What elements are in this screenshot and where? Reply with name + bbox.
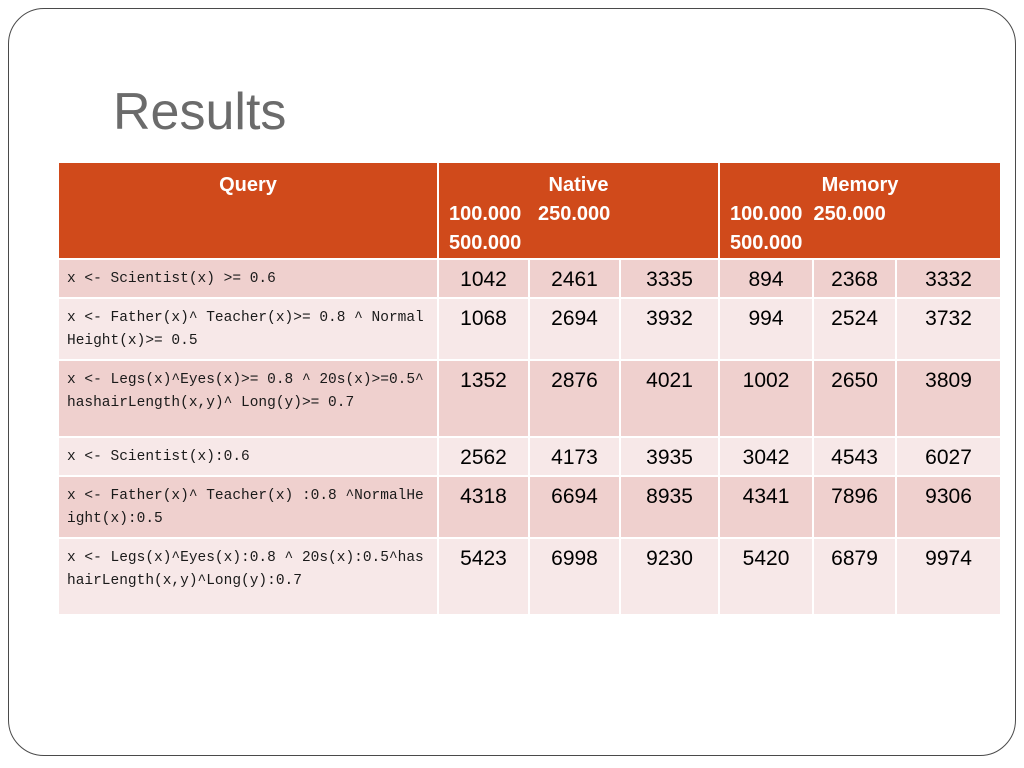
memory-500k-cell: 9974 — [895, 537, 1003, 616]
native-250k-cell: 4173 — [528, 436, 621, 477]
native-250k-cell: 2876 — [528, 359, 621, 438]
native-100k-cell: 1068 — [437, 297, 530, 361]
table-row: x <- Scientist(x) >= 0.6 1042 2461 3335 … — [57, 258, 1003, 299]
native-250k-cell: 6998 — [528, 537, 621, 616]
table-row: x <- Legs(x)^Eyes(x)>= 0.8 ^ 20s(x)>=0.5… — [57, 359, 1003, 438]
native-100k-cell: 4318 — [437, 475, 530, 539]
slide-title: Results — [113, 83, 287, 141]
memory-100k-cell: 894 — [718, 258, 815, 299]
memory-100k-cell: 4341 — [718, 475, 815, 539]
header-memory-sizes: 100.000 250.000 500.000 — [730, 203, 886, 254]
memory-100k-cell: 1002 — [718, 359, 815, 438]
native-100k-cell: 5423 — [437, 537, 530, 616]
header-query: Query — [57, 161, 439, 260]
table-row: x <- Scientist(x):0.6 2562 4173 3935 304… — [57, 436, 1003, 477]
memory-250k-cell: 7896 — [812, 475, 898, 539]
native-100k-cell: 1042 — [437, 258, 530, 299]
memory-100k-cell: 3042 — [718, 436, 815, 477]
memory-500k-cell: 9306 — [895, 475, 1003, 539]
header-row: Query Native 100.000 250.000 500.000 Mem… — [57, 161, 1003, 260]
native-500k-cell: 8935 — [618, 475, 721, 539]
native-250k-cell: 2694 — [528, 297, 621, 361]
header-native-name: Native — [548, 174, 609, 196]
query-cell: x <- Scientist(x) >= 0.6 — [57, 258, 439, 299]
memory-250k-cell: 6879 — [812, 537, 898, 616]
query-cell: x <- Father(x)^ Teacher(x) :0.8 ^NormalH… — [57, 475, 439, 539]
native-500k-cell: 4021 — [618, 359, 721, 438]
native-100k-cell: 2562 — [437, 436, 530, 477]
header-native: Native 100.000 250.000 500.000 — [436, 161, 721, 260]
native-500k-cell: 3335 — [618, 258, 721, 299]
query-cell: x <- Scientist(x):0.6 — [57, 436, 439, 477]
native-250k-cell: 2461 — [528, 258, 621, 299]
native-250k-cell: 6694 — [528, 475, 621, 539]
memory-250k-cell: 2368 — [812, 258, 898, 299]
memory-500k-cell: 3809 — [895, 359, 1003, 438]
table-row: x <- Legs(x)^Eyes(x):0.8 ^ 20s(x):0.5^ha… — [57, 537, 1003, 616]
table-row: x <- Father(x)^ Teacher(x) :0.8 ^NormalH… — [57, 475, 1003, 539]
native-100k-cell: 1352 — [437, 359, 530, 438]
memory-250k-cell: 2650 — [812, 359, 898, 438]
header-memory-name: Memory — [821, 174, 899, 196]
native-500k-cell: 3935 — [618, 436, 721, 477]
memory-100k-cell: 5420 — [718, 537, 815, 616]
header-memory: Memory 100.000 250.000 500.000 — [718, 161, 1003, 260]
memory-250k-cell: 4543 — [812, 436, 898, 477]
table-row: x <- Father(x)^ Teacher(x)>= 0.8 ^ Norma… — [57, 297, 1003, 361]
results-table: Query Native 100.000 250.000 500.000 Mem… — [57, 161, 1003, 616]
memory-500k-cell: 3332 — [895, 258, 1003, 299]
header-native-sizes: 100.000 250.000 500.000 — [449, 203, 611, 254]
native-500k-cell: 3932 — [618, 297, 721, 361]
query-cell: x <- Legs(x)^Eyes(x)>= 0.8 ^ 20s(x)>=0.5… — [57, 359, 439, 438]
memory-250k-cell: 2524 — [812, 297, 898, 361]
native-500k-cell: 9230 — [618, 537, 721, 616]
query-cell: x <- Father(x)^ Teacher(x)>= 0.8 ^ Norma… — [57, 297, 439, 361]
query-cell: x <- Legs(x)^Eyes(x):0.8 ^ 20s(x):0.5^ha… — [57, 537, 439, 616]
memory-500k-cell: 6027 — [895, 436, 1003, 477]
memory-500k-cell: 3732 — [895, 297, 1003, 361]
memory-100k-cell: 994 — [718, 297, 815, 361]
